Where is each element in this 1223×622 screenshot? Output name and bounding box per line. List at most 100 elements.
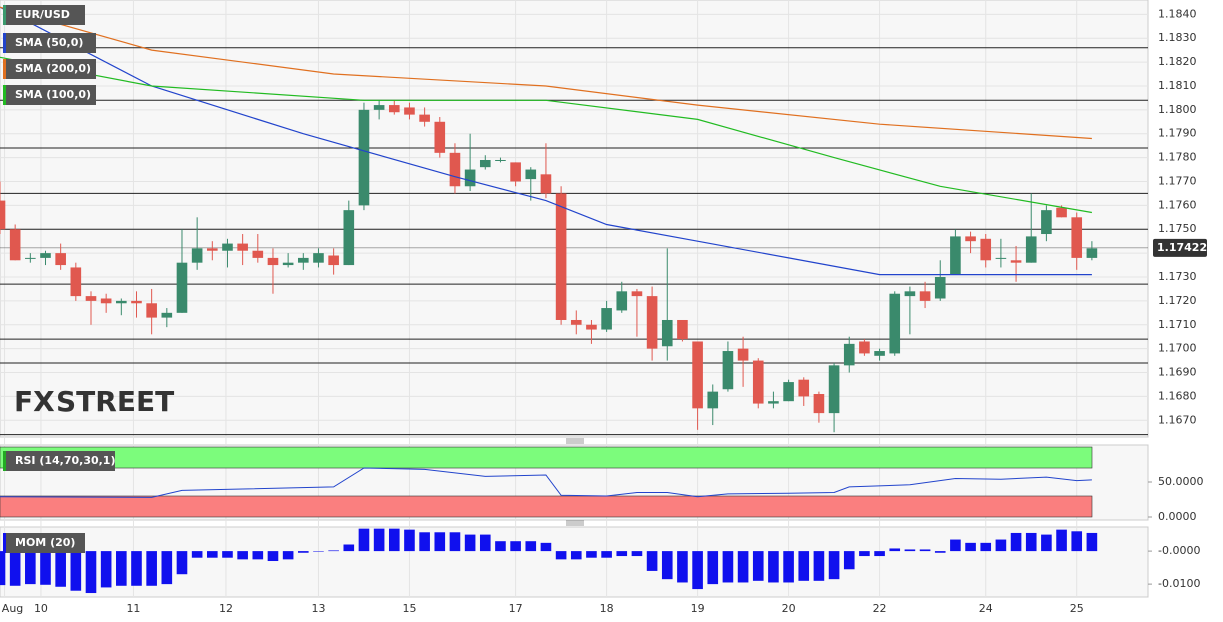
y-tick-label: 1.1690 (1158, 366, 1197, 379)
mom-bar (692, 551, 703, 590)
candle-body (0, 200, 6, 230)
mom-bar (161, 551, 173, 585)
legend-label: SMA (200,0) (15, 62, 91, 75)
candle-body (40, 253, 51, 258)
mom-bar (116, 551, 127, 586)
legend-box (3, 85, 96, 105)
mom-bar (707, 551, 719, 585)
mom-bar (297, 551, 309, 553)
mom-bar (131, 551, 142, 586)
candle-body (25, 257, 36, 259)
candle-body (495, 159, 506, 161)
mom-bar (1056, 529, 1067, 552)
mom-bar (783, 551, 794, 583)
candle-body (1071, 217, 1083, 258)
candle-body (950, 236, 961, 275)
mom-bar (1071, 531, 1083, 552)
y-tick-label: 1.1700 (1158, 342, 1197, 355)
mom-bar (9, 551, 21, 586)
y-tick-label: 1.1760 (1158, 198, 1197, 211)
mom-bar (146, 551, 157, 586)
x-tick-label: Aug (2, 602, 23, 615)
x-tick-label: 12 (219, 602, 233, 615)
resize-handle[interactable] (566, 438, 584, 444)
mom-bar (373, 528, 385, 552)
mom-bar (252, 551, 264, 560)
mom-bar (237, 551, 248, 560)
candle-body (570, 319, 582, 325)
legend-box (3, 33, 96, 53)
candle-body (161, 312, 173, 318)
mom-bar (100, 551, 112, 588)
mom-bar (616, 551, 628, 557)
mom-bar (586, 551, 597, 558)
candle-body (343, 210, 355, 266)
candle-body (525, 169, 537, 180)
legend-label: MOM (20) (15, 536, 75, 549)
mom-bar (55, 551, 66, 587)
mom-bar (965, 542, 976, 552)
candle-body (1086, 248, 1098, 258)
candle-body (510, 162, 521, 182)
legend-swatch (3, 85, 6, 105)
mom-bar (995, 539, 1007, 552)
mom-bar (0, 551, 6, 586)
resize-handle[interactable] (566, 520, 584, 526)
watermark: STREET (56, 385, 174, 418)
candle-body (222, 243, 233, 251)
candle-body (373, 105, 385, 110)
mom-bar (934, 551, 946, 553)
mom-bar (843, 551, 855, 570)
y-tick-label: 1.1720 (1158, 294, 1197, 307)
candle-body (358, 109, 370, 206)
x-tick-label: 11 (126, 602, 140, 615)
x-tick-label: 20 (782, 602, 796, 615)
y-tick-label: 1.1780 (1158, 151, 1197, 164)
x-tick-label: 10 (34, 602, 48, 615)
mom-bar (495, 541, 506, 552)
sma-line (0, 56, 1093, 214)
candle-body (752, 360, 764, 404)
candle-body (1010, 260, 1022, 263)
mom-bar (25, 551, 36, 585)
sma-line (0, 6, 1092, 276)
legend-swatch (3, 533, 6, 553)
mom-bar (555, 551, 567, 560)
legend-swatch (3, 33, 6, 53)
y-tick-label: 50.0000 (1158, 475, 1204, 488)
mom-bar (479, 534, 491, 552)
candle-body (176, 262, 188, 313)
mom-bar (388, 528, 400, 552)
candle-body (1056, 207, 1067, 218)
candle-body (540, 174, 552, 194)
mom-bar (1086, 532, 1098, 552)
candle-body (313, 253, 324, 263)
candle-body (707, 391, 719, 409)
mom-bar (40, 551, 51, 585)
x-tick-label: 24 (979, 602, 993, 615)
y-tick-label: 1.1770 (1158, 174, 1197, 187)
candle-body (267, 257, 279, 266)
candle-body (661, 319, 673, 347)
candle-body (677, 319, 688, 340)
mom-bar (267, 551, 279, 562)
candle-body (146, 303, 157, 318)
candle-body (131, 300, 142, 304)
y-tick-label: 1.1800 (1158, 103, 1197, 116)
candle-body (1025, 236, 1037, 263)
legend-swatch (3, 5, 6, 25)
legend-label: SMA (100,0) (15, 88, 91, 101)
x-tick-label: 15 (402, 602, 416, 615)
mom-bar (207, 551, 218, 558)
candle-body (479, 159, 491, 168)
mom-bar (510, 541, 521, 552)
mom-bar (737, 551, 749, 583)
x-tick-label: 17 (509, 602, 523, 615)
x-tick-label: 18 (600, 602, 614, 615)
candle-body (282, 262, 294, 266)
last-price-box (1153, 238, 1207, 257)
candle-body (449, 152, 461, 187)
legend-box (3, 451, 115, 471)
candle-body (555, 193, 567, 320)
